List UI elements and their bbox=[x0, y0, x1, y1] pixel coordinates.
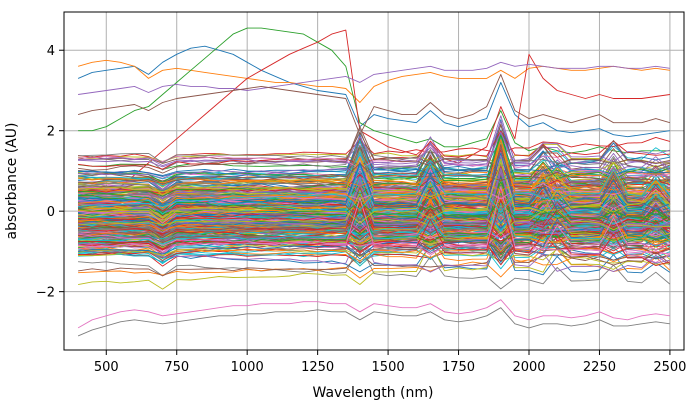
spectrum-line bbox=[78, 231, 671, 256]
spectrum-line bbox=[78, 243, 671, 290]
spectrum-line bbox=[78, 174, 670, 203]
spectrum-line bbox=[78, 164, 671, 232]
y-tick-label: 4 bbox=[47, 44, 55, 59]
spectrum-line bbox=[77, 299, 670, 329]
spectrum-line bbox=[78, 206, 671, 245]
spectrum-line bbox=[78, 231, 671, 276]
x-tick-label: 2000 bbox=[512, 360, 545, 375]
spectrum-line bbox=[78, 120, 671, 179]
spectrum-line bbox=[78, 144, 671, 200]
spectrum-line bbox=[78, 154, 671, 185]
y-axis: −2 0 2 4 bbox=[36, 44, 64, 301]
spectrum-line bbox=[78, 224, 671, 262]
series-layer bbox=[77, 27, 671, 337]
plot-frame bbox=[63, 11, 685, 351]
spectrum-line bbox=[77, 307, 670, 337]
spectrum-line bbox=[78, 162, 671, 223]
spectrum-line bbox=[78, 134, 671, 197]
spectrum-line bbox=[78, 194, 671, 231]
spectrum-line bbox=[78, 61, 670, 95]
spectrum-line bbox=[77, 45, 670, 138]
spectrum-line bbox=[78, 194, 671, 220]
spectrum-line bbox=[78, 146, 670, 170]
spectrum-line bbox=[78, 161, 671, 227]
spectrum-line bbox=[78, 131, 670, 177]
spectrum-line bbox=[78, 163, 670, 185]
spectrum-line bbox=[77, 29, 670, 212]
y-tick-label: 0 bbox=[47, 205, 55, 220]
spectrum-line bbox=[78, 163, 671, 213]
spectrum-line bbox=[78, 193, 670, 235]
spectrum-line bbox=[78, 214, 671, 255]
spectrum-line bbox=[78, 242, 670, 277]
spectrum-line bbox=[78, 132, 670, 173]
spectrum-line bbox=[78, 131, 671, 173]
x-tick-label: 1750 bbox=[442, 360, 475, 375]
spectrum-line bbox=[78, 186, 671, 256]
x-tick-label: 2500 bbox=[653, 360, 686, 375]
spectrum-line bbox=[78, 143, 671, 221]
y-axis-label: absorbance (AU) bbox=[4, 123, 20, 240]
x-tick-label: 500 bbox=[94, 360, 119, 375]
spectrum-line bbox=[78, 185, 671, 257]
spectrum-line bbox=[78, 225, 671, 273]
x-tick-label: 2250 bbox=[583, 360, 616, 375]
spectrum-line bbox=[77, 59, 670, 103]
spectrum-line bbox=[78, 171, 671, 233]
spectrum-line bbox=[78, 218, 671, 290]
x-tick-label: 1250 bbox=[301, 360, 334, 375]
spectrum-line bbox=[78, 177, 671, 212]
x-tick-label: 1500 bbox=[372, 360, 405, 375]
x-axis: 500 750 1000 1250 1500 1750 2000 2250 2500 bbox=[94, 350, 686, 375]
x-tick-label: 750 bbox=[164, 360, 189, 375]
spectrum-line bbox=[78, 211, 671, 238]
x-axis-label: Wavelength (nm) bbox=[313, 385, 434, 401]
y-tick-label: 2 bbox=[47, 125, 55, 140]
spectrum-line bbox=[78, 218, 670, 253]
x-tick-label: 1000 bbox=[231, 360, 264, 375]
spectrum-line bbox=[77, 73, 671, 136]
spectrum-line bbox=[78, 161, 671, 224]
spectrum-line bbox=[78, 126, 671, 176]
spectrum-line bbox=[78, 212, 671, 260]
y-tick-label: −2 bbox=[36, 286, 55, 301]
